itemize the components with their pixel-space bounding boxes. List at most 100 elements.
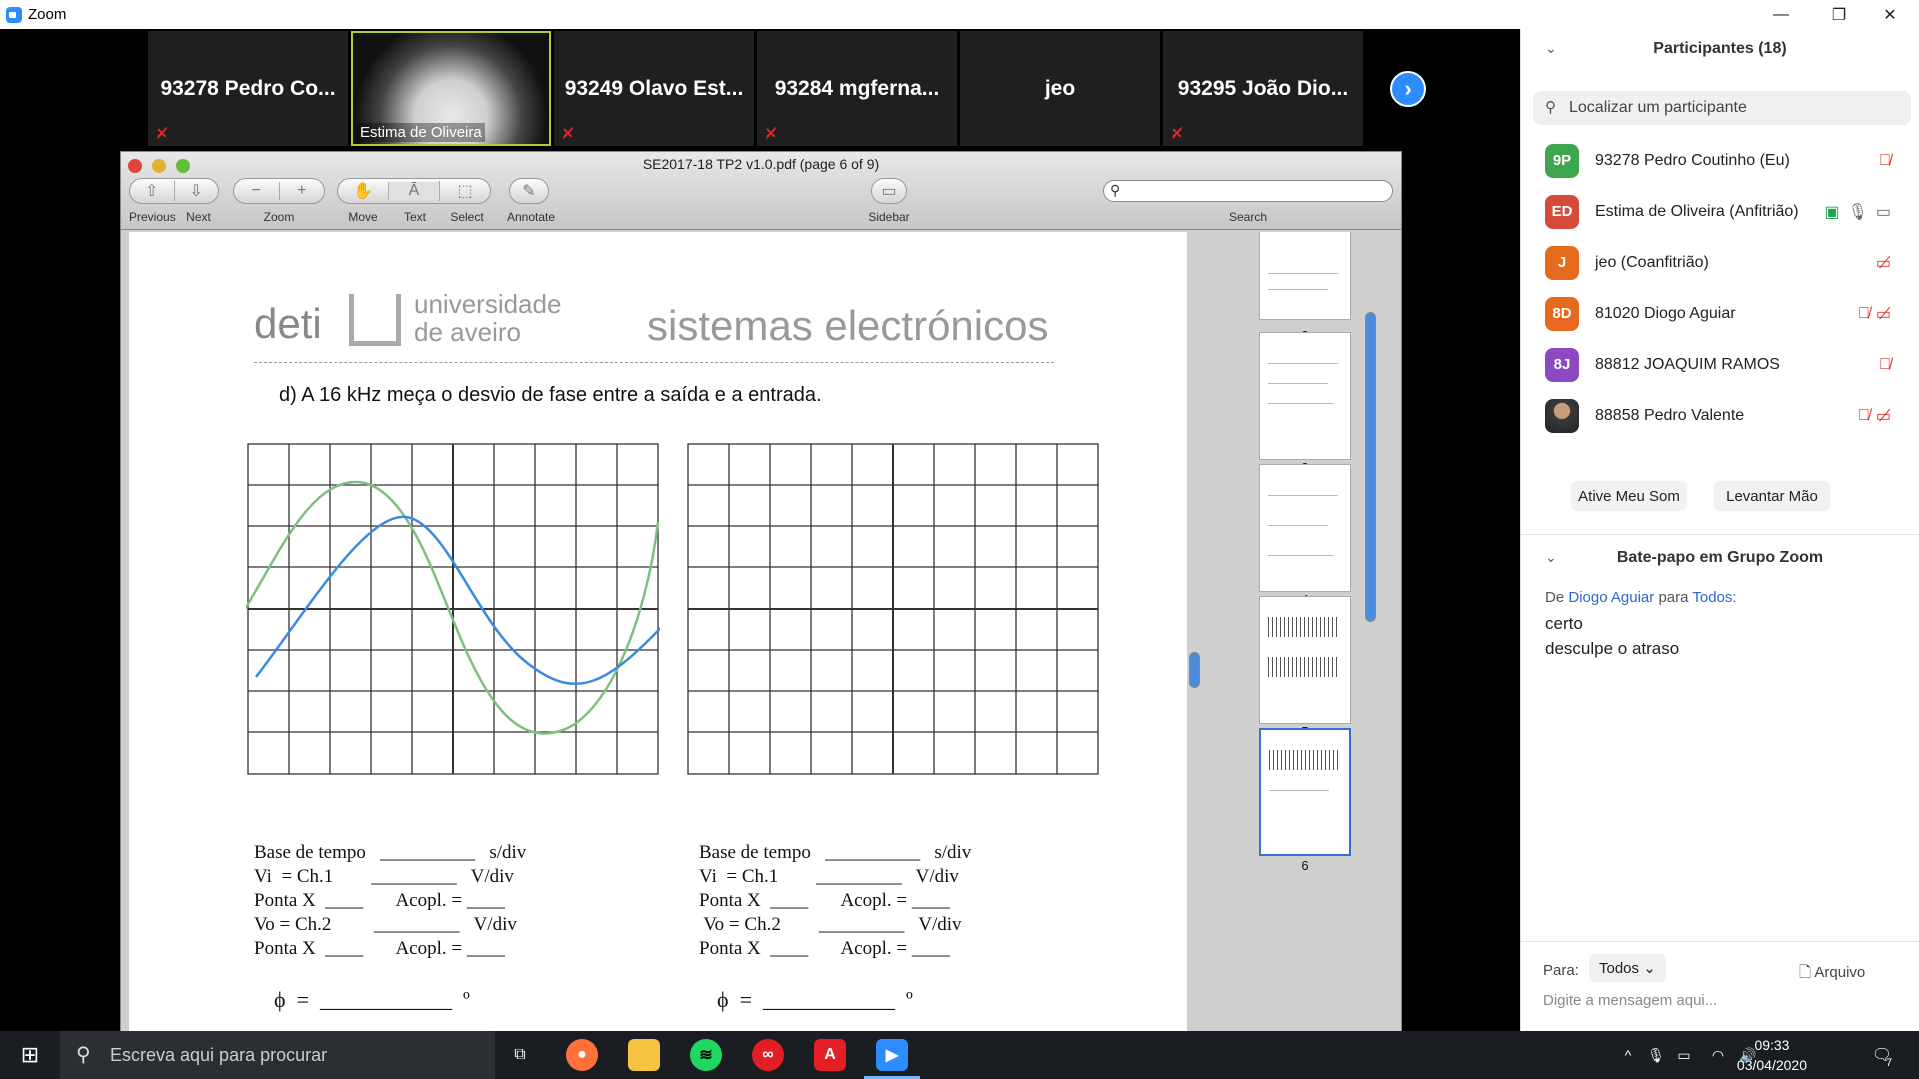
chevron-down-icon[interactable]: ⌄ [1545,40,1557,56]
down-arrow-icon[interactable]: ⇩ [173,181,219,201]
page-number: 6 [1301,858,1309,873]
video-tile[interactable]: 93278 Pedro Co... ✕̸ [148,31,348,146]
question-text: d) A 16 kHz meça o desvio de fase entre … [279,384,822,406]
participant-row[interactable]: J jeo (Coanfitrião) ▭̸ [1521,237,1901,288]
page-thumbnail[interactable] [1259,596,1351,724]
participant-row[interactable]: 8D 81020 Diogo Aguiar 🎙̸ ▭̸ [1521,288,1901,339]
text-tool-icon[interactable]: Ā [388,182,439,200]
up-arrow-icon[interactable]: ⇧ [145,183,159,200]
participant-search-placeholder: Localizar um participante [1569,99,1747,116]
creative-cloud-icon[interactable]: ∞ [752,1039,784,1071]
chevron-down-icon[interactable]: ⌄ [1545,549,1557,565]
page-thumbnail[interactable] [1259,464,1351,592]
chevron-up-icon[interactable]: ^ [1624,1047,1632,1063]
participant-row[interactable]: 9P 93278 Pedro Coutinho (Eu) 🎙̸ [1521,135,1901,186]
phi-right: ϕ = ____________ º [717,987,913,1012]
pdf-search-input[interactable]: ⚲ [1103,180,1393,202]
pdf-title: SE2017-18 TP2 v1.0.pdf (page 6 of 9) [642,156,880,172]
participants-panel: ⌄ Participantes (18) ⚲ Localizar um part… [1520,29,1919,1031]
participant-row[interactable]: ED Estima de Oliveira (Anfitrião) ▣ 🎙 ▭ [1521,186,1901,237]
university-line-1: universidade [414,289,562,319]
zoom-taskbar-icon[interactable]: ▶ [876,1039,908,1071]
page-scrollbar-thumb[interactable] [1189,652,1200,688]
video-tile[interactable]: 93249 Olavo Est... ✕̸ [554,31,754,146]
acrobat-icon[interactable]: A [814,1039,846,1071]
file-explorer-icon[interactable] [628,1039,660,1071]
notifications-icon[interactable]: 🗨 [1871,1047,1893,1064]
restore-button[interactable]: ❐ [1831,6,1847,24]
recipient-select[interactable]: Todos ⌄ [1589,954,1666,982]
tile-name: 93295 João Dio... [1177,76,1349,100]
minimize-button[interactable]: — [1773,5,1789,23]
video-tile[interactable]: 93295 João Dio... ✕̸ [1163,31,1363,146]
share-screen-icon: ▣ [1824,203,1840,221]
search-label: Search [1228,210,1268,224]
sidebar-icon[interactable]: ▭ [871,178,907,204]
course-title: sistemas electrónicos [647,302,1049,349]
unmute-button[interactable]: Ative Meu Som [1571,481,1687,511]
close-dot-icon[interactable] [128,159,142,173]
firefox-icon[interactable]: ● [566,1039,598,1071]
chat-recipient[interactable]: Todos: [1692,589,1737,606]
participant-name: jeo (Coanfitrião) [1595,253,1709,271]
page-thumbnail-active[interactable] [1259,728,1351,856]
search-icon: ⚲ [76,1044,91,1066]
taskbar-search[interactable]: ⚲ Escreva aqui para procurar [60,1031,495,1079]
close-button[interactable]: ✕ [1883,6,1897,24]
minimize-dot-icon[interactable] [152,159,166,173]
tile-name: 93249 Olavo Est... [564,76,744,100]
form-right-line: Ponta X ____ Acopl. = ____ [699,890,950,911]
form-right-line: Base de tempo __________ s/div [699,842,972,863]
zoom-out-icon[interactable]: − [251,182,261,199]
hand-icon[interactable]: ✋ [353,183,373,200]
participant-name: 81020 Diogo Aguiar [1595,304,1736,322]
spotify-icon[interactable]: ≋ [690,1039,722,1071]
pencil-icon[interactable]: ✎ [509,178,549,204]
thumb-scrollbar-thumb[interactable] [1365,312,1376,622]
mic-icon[interactable]: 🎙 [1647,1046,1665,1063]
zoom-label: Zoom [263,210,295,224]
chat-message: desculpe o atraso [1545,639,1680,658]
search-icon: ⚲ [1110,182,1121,198]
mic-muted-icon: ✕̸ [562,125,574,141]
participant-row[interactable]: 8J 88812 JOAQUIM RAMOS 🎙̸ [1521,339,1901,390]
participant-row[interactable]: 88858 Pedro Valente 🎙̸ ▭̸ [1521,390,1901,441]
form-right-line: Vi = Ch.1 _________ V/div [699,866,959,887]
battery-icon[interactable]: ▭ [1677,1046,1691,1063]
avatar: ED [1545,194,1579,229]
task-view-icon[interactable]: ⧉ [514,1046,526,1063]
video-tile[interactable]: 93284 mgferna... ✕̸ [757,31,957,146]
volume-icon[interactable]: 🔊 [1739,1046,1757,1063]
recipient-select-value: Todos [1599,960,1640,977]
text-label: Text [403,210,426,224]
video-off-icon: ▭̸ [1875,305,1891,323]
windows-start-icon[interactable]: ⊞ [20,1042,40,1067]
zoom-in-icon[interactable]: + [278,182,325,200]
select-label: Select [450,210,484,224]
chevron-right-icon[interactable]: › [1390,71,1426,107]
participant-search-input[interactable]: ⚲ Localizar um participante [1533,91,1911,125]
page-thumbnail[interactable] [1259,232,1351,320]
university-name: universidade de aveiro [414,290,561,346]
file-button[interactable]: 🗋 Arquivo [1799,962,1865,987]
oscilloscope-grid-left [246,443,660,775]
form-left-line: Base de tempo __________ s/div [254,842,527,863]
participants-header: Participantes (18) [1653,40,1787,57]
chat-input[interactable]: Digite a mensagem aqui... [1543,992,1718,1009]
video-tile-active[interactable]: Estima de Oliveira [351,31,551,146]
zoom-dot-icon[interactable] [176,159,190,173]
taskbar-clock[interactable]: 09:33 03/04/2020 [1737,1035,1807,1075]
mic-muted-icon: ✕̸ [1171,125,1183,141]
window-titlebar: Zoom — ❐ ✕ [0,0,1919,29]
chat-message: certo [1545,614,1583,633]
chat-sender[interactable]: Diogo Aguiar [1568,589,1655,606]
raise-hand-button[interactable]: Levantar Mão [1714,481,1830,511]
university-logo-icon [349,294,401,346]
page-thumbnail[interactable] [1259,332,1351,460]
mic-muted-icon: 🎙̸ [1857,406,1870,424]
pdf-toolbar: SE2017-18 TP2 v1.0.pdf (page 6 of 9) ⇧ ⇩… [121,152,1401,230]
video-tile[interactable]: jeo [960,31,1160,146]
wifi-icon[interactable]: ◠ [1711,1046,1725,1063]
mic-icon: 🎙 [1847,203,1868,221]
select-icon[interactable]: ⬚ [439,181,490,201]
